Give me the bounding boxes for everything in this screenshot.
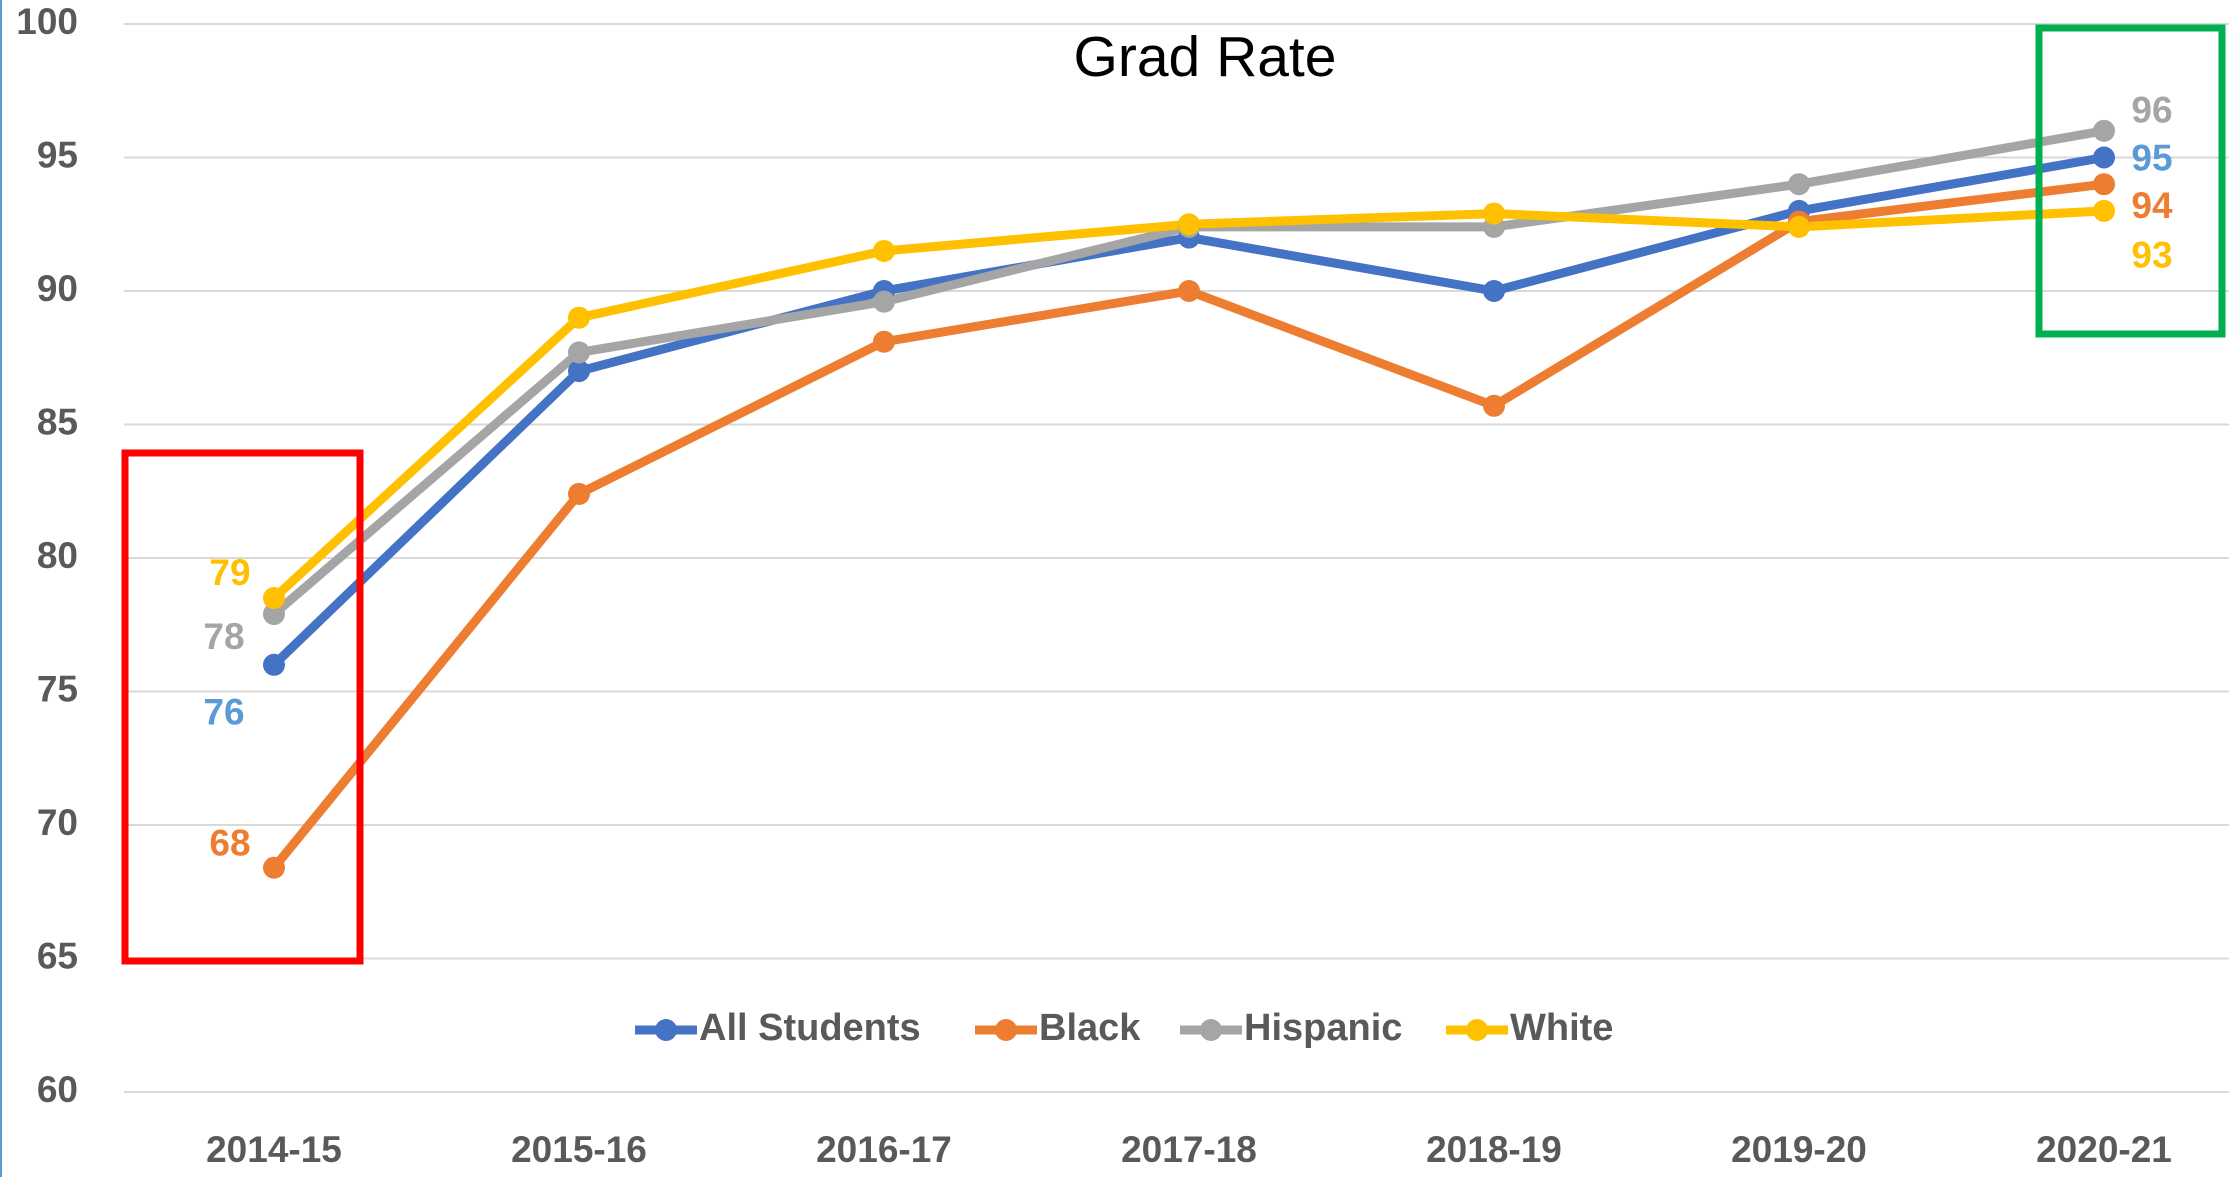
- legend-marker: [1466, 1019, 1488, 1041]
- point: [1178, 213, 1200, 236]
- legend-label: Black: [1039, 1007, 1141, 1049]
- data-label: 68: [209, 823, 250, 864]
- data-label: 95: [2131, 137, 2172, 178]
- point: [873, 290, 895, 313]
- x-tick-label: 2014-15: [206, 1129, 342, 1170]
- point: [1483, 202, 1505, 225]
- point: [263, 856, 285, 879]
- point: [2093, 146, 2115, 169]
- point: [1178, 280, 1200, 302]
- point: [2093, 173, 2115, 196]
- marks: 76 95 68 94 78 96 79 93: [203, 90, 2173, 879]
- legend-marker: [655, 1019, 677, 1041]
- y-tick-label: 70: [37, 802, 78, 843]
- point: [1788, 215, 1810, 238]
- point: [568, 341, 590, 364]
- legend-label: White: [1510, 1007, 1613, 1049]
- y-tick-label: 65: [37, 935, 78, 976]
- point: [568, 360, 590, 383]
- x-tick-label: 2020-21: [2036, 1129, 2172, 1170]
- x-tick-label: 2017-18: [1121, 1129, 1257, 1170]
- grid: [124, 23, 2229, 1093]
- point: [568, 306, 590, 329]
- x-tick-label: 2019-20: [1731, 1129, 1867, 1170]
- y-tick-label: 60: [37, 1069, 78, 1110]
- y-tick-label: 80: [37, 535, 78, 576]
- y-tick-label: 90: [37, 268, 78, 309]
- y-tick-label: 75: [37, 668, 78, 709]
- point: [1483, 394, 1505, 417]
- y-tick-label: 85: [37, 401, 78, 442]
- point: [263, 603, 285, 626]
- point: [1788, 173, 1810, 196]
- x-tick-label: 2015-16: [511, 1129, 647, 1170]
- data-label: 78: [203, 616, 244, 657]
- data-label: 76: [203, 692, 244, 733]
- data-label: 93: [2131, 235, 2172, 276]
- point: [2093, 119, 2115, 142]
- point: [873, 239, 895, 262]
- highlight-box: [121, 449, 364, 965]
- point: [568, 482, 590, 505]
- chart-title: Grad Rate: [1074, 25, 1337, 89]
- legend-label: All Students: [699, 1007, 921, 1049]
- x-tick-label: 2018-19: [1426, 1129, 1562, 1170]
- data-label: 96: [2131, 90, 2172, 131]
- point: [1483, 280, 1505, 302]
- data-label: 79: [209, 552, 250, 593]
- highlight-box: [2035, 24, 2226, 338]
- point: [873, 330, 895, 353]
- point: [263, 653, 285, 676]
- legend-marker: [995, 1019, 1017, 1041]
- point: [2093, 199, 2115, 222]
- x-tick-label: 2016-17: [816, 1129, 952, 1170]
- y-tick-label: 100: [16, 1, 78, 42]
- data-label: 94: [2131, 185, 2173, 226]
- y-tick-label: 95: [37, 134, 78, 175]
- legend-marker: [1200, 1019, 1222, 1041]
- legend-label: Hispanic: [1244, 1007, 1402, 1049]
- point: [263, 587, 285, 610]
